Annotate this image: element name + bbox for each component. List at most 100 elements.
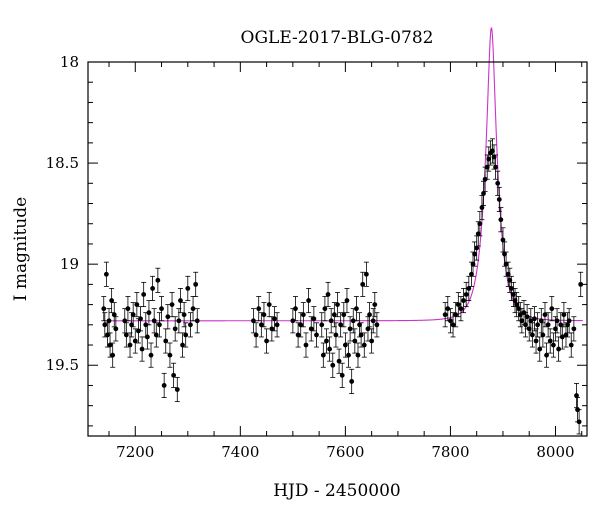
data-point xyxy=(339,372,345,378)
data-point xyxy=(352,338,358,344)
data-point xyxy=(571,326,577,332)
data-point xyxy=(561,312,567,318)
data-point xyxy=(535,322,541,328)
plot-frame xyxy=(87,61,588,437)
y-tick-label: 18 xyxy=(60,53,79,71)
data-point xyxy=(508,286,514,291)
data-point xyxy=(130,312,136,318)
data-point xyxy=(311,316,317,322)
data-point xyxy=(161,383,167,388)
data-point xyxy=(363,271,369,277)
data-point xyxy=(331,312,337,318)
data-point xyxy=(519,318,525,324)
data-point xyxy=(466,286,472,291)
data-point xyxy=(550,342,556,348)
data-point xyxy=(568,342,574,348)
data-point xyxy=(330,362,336,368)
data-point xyxy=(498,217,504,223)
data-point xyxy=(544,352,549,358)
data-point xyxy=(256,306,262,312)
data-point xyxy=(185,286,191,291)
data-point xyxy=(106,318,112,324)
data-point xyxy=(153,332,159,338)
data-point xyxy=(559,334,565,340)
data-point xyxy=(350,318,356,324)
data-point xyxy=(540,332,546,338)
data-point xyxy=(529,332,535,338)
x-tick-label: 8000 xyxy=(536,443,574,461)
data-point xyxy=(322,306,328,312)
data-point xyxy=(176,318,182,324)
data-point xyxy=(346,352,351,358)
data-point xyxy=(251,318,256,324)
data-point xyxy=(493,164,499,170)
data-point xyxy=(167,352,173,358)
data-point xyxy=(122,318,128,324)
x-tick-label: 7800 xyxy=(431,443,469,461)
data-point xyxy=(374,322,380,328)
data-point xyxy=(295,332,301,338)
x-tick-label: 7400 xyxy=(221,443,259,461)
data-point xyxy=(266,302,272,307)
data-point xyxy=(269,326,275,332)
data-point xyxy=(109,298,115,303)
data-point xyxy=(556,346,562,352)
data-point xyxy=(101,306,107,312)
data-point xyxy=(148,352,154,358)
tick-label-layer: 7200 7400 7600 7800 8000 18 18.5 19 19.5 xyxy=(46,53,575,461)
data-point xyxy=(458,306,464,312)
data-point xyxy=(146,310,152,316)
data-point xyxy=(495,180,501,186)
data-point xyxy=(144,334,150,340)
data-point xyxy=(341,312,347,318)
data-point xyxy=(105,332,110,338)
data-point xyxy=(193,281,199,287)
data-point xyxy=(111,312,117,318)
data-point xyxy=(448,318,453,324)
data-point xyxy=(127,342,133,348)
data-point xyxy=(151,318,157,324)
data-point xyxy=(533,338,539,344)
data-point xyxy=(157,322,162,328)
tick-layer xyxy=(88,61,587,436)
data-point xyxy=(369,338,375,344)
data-point xyxy=(150,286,156,291)
data-point xyxy=(107,342,113,348)
data-point xyxy=(325,292,331,297)
data-point xyxy=(355,352,361,358)
data-point xyxy=(578,281,584,287)
data-point xyxy=(134,302,140,307)
data-point xyxy=(574,393,579,398)
data-point xyxy=(453,312,459,318)
data-point xyxy=(538,318,544,324)
data-point xyxy=(445,306,451,312)
data-point xyxy=(327,346,333,352)
y-axis-label: I magnitude xyxy=(11,197,31,301)
data-point xyxy=(308,326,314,332)
data-point xyxy=(163,338,169,344)
data-point xyxy=(180,342,185,348)
data-point xyxy=(303,342,309,348)
data-point xyxy=(314,332,319,338)
data-point xyxy=(159,306,164,312)
data-point xyxy=(514,302,520,307)
data-point xyxy=(181,312,187,318)
data-point xyxy=(102,322,108,328)
data-point xyxy=(178,298,183,303)
data-point xyxy=(125,306,131,312)
data-point xyxy=(474,245,480,251)
data-point xyxy=(477,221,483,227)
data-point xyxy=(354,306,359,312)
x-tick-label: 7600 xyxy=(326,443,364,461)
data-point xyxy=(272,316,277,322)
data-point xyxy=(261,312,267,318)
data-point xyxy=(171,372,177,378)
data-point xyxy=(576,419,582,425)
data-point xyxy=(324,338,329,344)
data-point xyxy=(367,312,372,318)
data-point xyxy=(141,292,147,297)
data-point xyxy=(139,346,145,352)
data-point xyxy=(188,322,193,328)
x-axis-label: HJD - 2450000 xyxy=(273,481,401,501)
